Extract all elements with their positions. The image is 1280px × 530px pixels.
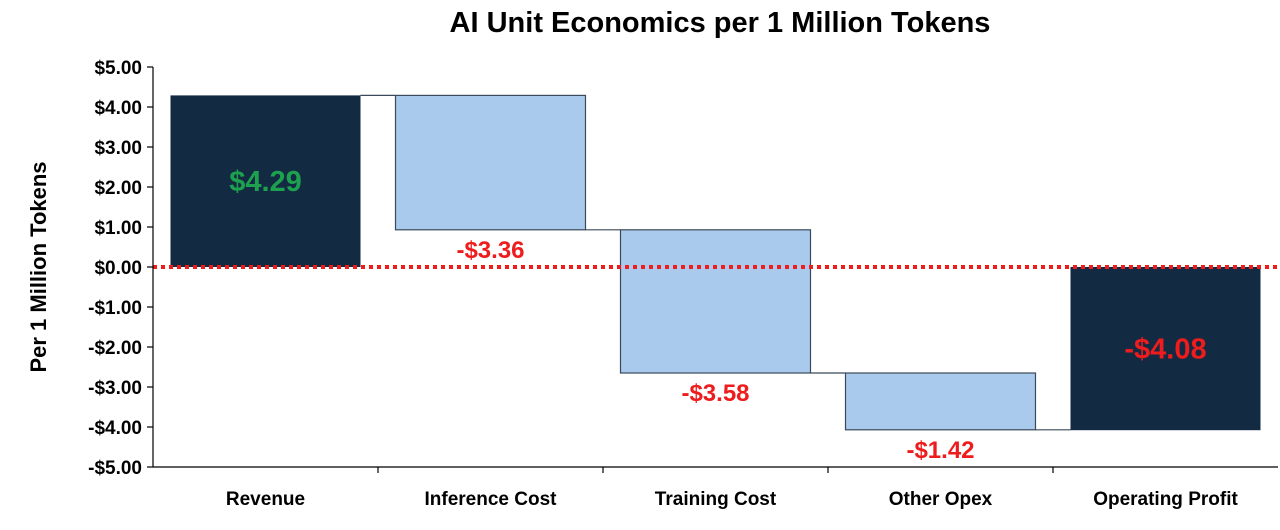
y-tick-label: -$1.00: [88, 298, 142, 319]
x-tick-label: Training Cost: [655, 489, 777, 510]
data-label: -$3.58: [681, 380, 749, 407]
y-tick-label: -$3.00: [88, 378, 142, 399]
y-tick-label: $5.00: [94, 58, 142, 79]
chart-title: AI Unit Economics per 1 Million Tokens: [450, 7, 991, 39]
y-tick-label: -$5.00: [88, 458, 142, 479]
bar-other-opex: [844, 372, 1037, 431]
y-tick-label: -$2.00: [88, 338, 142, 359]
y-tick-label: $4.00: [94, 98, 142, 119]
y-tick-label: $1.00: [94, 218, 142, 239]
x-tick-label: Revenue: [226, 489, 305, 510]
data-label: -$4.08: [1124, 334, 1206, 366]
y-axis-label: Per 1 Million Tokens: [26, 161, 51, 372]
y-tick-label: $3.00: [94, 138, 142, 159]
x-tick-label: Other Opex: [889, 489, 993, 510]
x-tick-label: Inference Cost: [425, 489, 558, 510]
bar-operating-profit: [1070, 267, 1261, 431]
y-tick-label: $2.00: [94, 178, 142, 199]
plot-area: $5.00 $4.00 $3.00 $2.00 $1.00 $0.00 -$1.00 -$2.…: [88, 58, 1278, 510]
bar-training-cost: [619, 229, 812, 374]
data-label: $4.29: [229, 166, 302, 198]
y-tick-label: -$4.00: [88, 418, 142, 439]
y-tick-label: $0.00: [94, 258, 142, 279]
x-tick-label: Operating Profit: [1093, 489, 1238, 510]
bar-revenue: [170, 95, 361, 268]
data-label: -$1.42: [906, 437, 974, 464]
bar-inference-cost: [394, 94, 587, 231]
data-label: -$3.36: [456, 237, 524, 264]
